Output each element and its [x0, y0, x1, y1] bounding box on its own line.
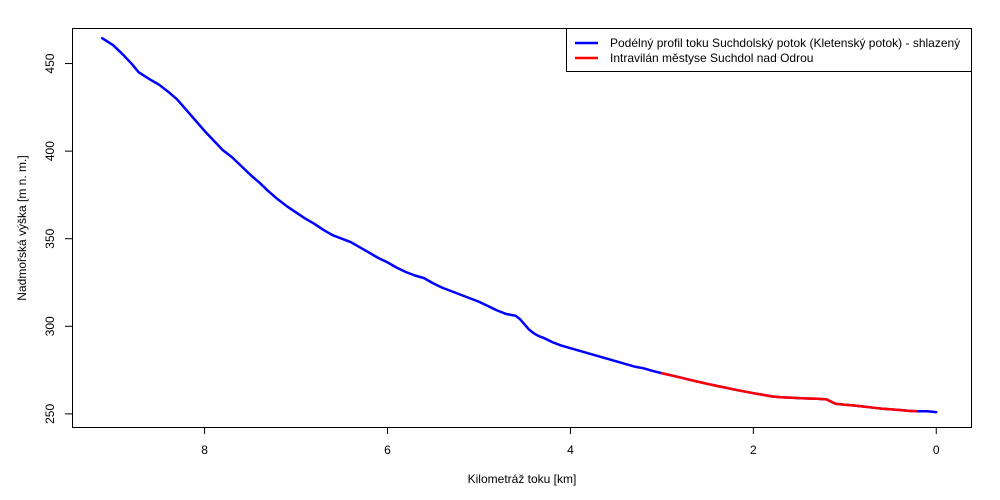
plot-frame	[72, 28, 972, 428]
y-tick-label: 350	[43, 228, 57, 248]
legend-label-profile: Podélný profil toku Suchdolský potok (Kl…	[610, 36, 960, 50]
x-tick-label: 8	[201, 443, 208, 457]
y-tick-label: 400	[43, 141, 57, 161]
legend-label-intravilan: Intravilán městyse Suchdol nad Odrou	[610, 51, 813, 65]
y-tick-label: 300	[43, 316, 57, 336]
legend-box	[566, 28, 972, 72]
series-lines	[100, 36, 938, 414]
x-tick-label: 0	[933, 443, 940, 457]
legend: Podélný profil toku Suchdolský potok (Kl…	[566, 28, 972, 72]
series-line-intravilan	[660, 371, 918, 413]
x-axis-title: Kilometráž toku [km]	[468, 472, 577, 486]
x-tick-label: 4	[567, 443, 574, 457]
x-tick-label: 2	[750, 443, 757, 457]
x-tick-label: 6	[384, 443, 391, 457]
y-axis-title: Nadmořská výška [m n. m.]	[15, 155, 29, 300]
axis-ticks: 8 6 4 2 0 250 300 350 400 450	[43, 53, 940, 457]
y-tick-label: 450	[43, 53, 57, 73]
y-tick-label: 250	[43, 404, 57, 424]
